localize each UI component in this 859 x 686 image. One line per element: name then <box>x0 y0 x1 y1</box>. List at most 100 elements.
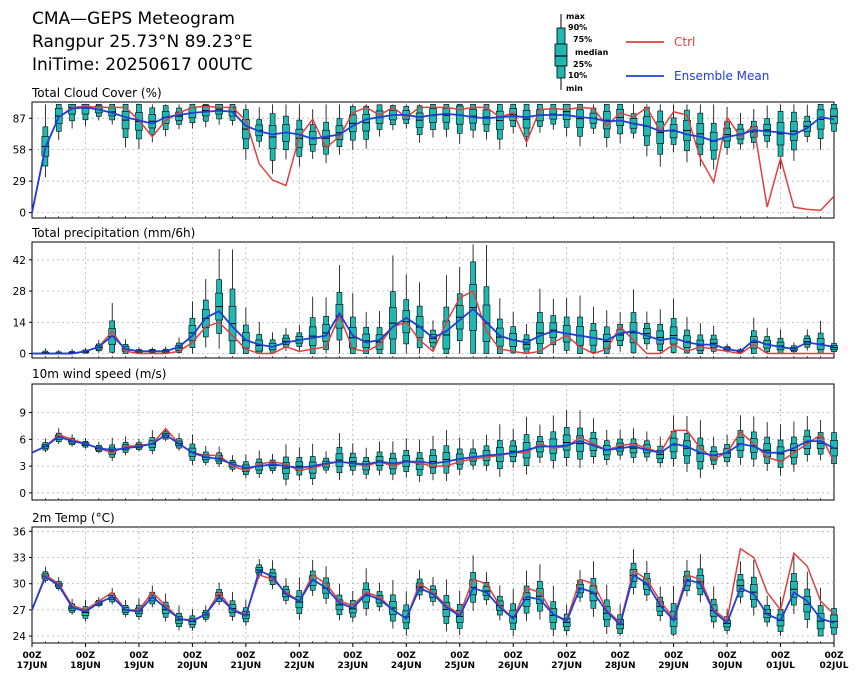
ensemble-box <box>442 104 451 138</box>
ensemble-box <box>308 296 317 354</box>
ensemble-box <box>562 410 571 467</box>
ensemble-box <box>389 579 397 629</box>
ensemble-box <box>816 104 825 150</box>
y-tick-label: 0 <box>19 349 26 361</box>
y-tick-label: 0 <box>19 488 26 500</box>
x-tick-hour: 00Z <box>343 651 363 661</box>
x-tick-hour: 00Z <box>22 651 42 661</box>
x-tick-hour: 00Z <box>129 651 149 661</box>
ensemble-box <box>442 430 451 481</box>
legend-label-6: min <box>566 84 583 93</box>
y-tick-label: 33 <box>13 553 26 565</box>
y-tick-label: 14 <box>13 317 27 329</box>
panel-title-0: Total Cloud Cover (%) <box>31 86 162 100</box>
ensemble-box <box>763 327 771 354</box>
ensemble-box <box>255 321 264 354</box>
ensemble-box <box>335 265 344 354</box>
ensemble-box <box>776 424 785 476</box>
ensemble-box <box>375 104 384 137</box>
x-tick-hour: 00Z <box>611 651 631 661</box>
ensemble-box <box>215 248 223 349</box>
ensemble-box <box>201 278 210 348</box>
ensemble-box <box>509 428 518 468</box>
x-tick-date: 17JUN <box>17 661 48 671</box>
legend-label-4: 25% <box>573 60 592 69</box>
ensemble-box <box>442 275 451 354</box>
ensemble-box <box>816 320 825 354</box>
ensemble-box <box>242 104 250 160</box>
legend-label-0: max <box>566 12 586 21</box>
ensemble-box <box>308 559 317 596</box>
series-ctrl-line <box>31 547 835 625</box>
ensemble-box <box>362 311 370 354</box>
ensemble-box <box>602 429 611 466</box>
legend-box-90 <box>556 27 566 45</box>
x-tick-hour: 00Z <box>290 651 310 661</box>
x-tick-hour: 00Z <box>557 651 577 661</box>
ensemble-box <box>683 316 691 354</box>
ensemble-box <box>308 443 317 486</box>
x-tick-hour: 00Z <box>771 651 791 661</box>
ensemble-box <box>562 297 571 354</box>
ensemble-box <box>389 255 397 354</box>
x-tick-date: 25JUN <box>444 661 475 671</box>
x-tick-date: 21JUN <box>231 661 262 671</box>
ensemble-box <box>429 435 437 481</box>
legend-label-5: 10% <box>568 71 587 80</box>
ensemble-box <box>188 434 197 465</box>
x-axis: 00Z17JUN00Z18JUN00Z19JUN00Z20JUN00Z21JUN… <box>17 216 849 671</box>
ensemble-box <box>803 416 812 462</box>
ensemble-box <box>683 559 691 597</box>
ensemble-box <box>348 104 357 150</box>
ensemble-box <box>348 443 357 476</box>
x-tick-date: 22JUN <box>284 661 315 671</box>
ensemble-box <box>375 441 384 476</box>
ensemble-box <box>683 104 691 163</box>
ensemble-box <box>803 329 812 351</box>
y-tick-label: 24 <box>13 631 27 643</box>
ensemble-box <box>268 104 277 174</box>
ensemble-box <box>375 311 384 354</box>
ensemble-box <box>549 298 558 354</box>
ensemble-box <box>295 447 304 481</box>
x-tick-date: 20JUN <box>177 661 208 671</box>
y-tick-label: 9 <box>19 408 26 420</box>
x-tick-hour: 00Z <box>504 651 524 661</box>
ensemble-box <box>683 416 691 472</box>
ensemble-box <box>736 415 745 465</box>
panels: Total Cloud Cover (%) 0 29 58 87 Total precip… <box>13 86 838 644</box>
ensemble-box <box>709 104 718 170</box>
ensemble-box <box>549 415 558 469</box>
ensemble-box <box>629 428 638 463</box>
series-ctrl-line <box>31 427 835 472</box>
ensemble-box <box>469 439 477 470</box>
ensemble-box <box>522 104 531 147</box>
ensemble-box <box>589 306 598 354</box>
chart-title: CMA—GEPS Meteogram <box>32 9 235 29</box>
ensemble-box <box>776 329 785 354</box>
ensemble-box <box>509 311 518 354</box>
ensemble-box <box>589 418 598 464</box>
panel-title-2: 10m wind speed (m/s) <box>32 367 166 381</box>
ensemble-box <box>763 422 771 471</box>
y-tick-label: 3 <box>19 461 26 473</box>
ensemble-box <box>402 274 411 354</box>
series-ctrl-line <box>32 290 834 355</box>
ensemble-box <box>335 104 344 155</box>
ensemble-box <box>749 560 758 616</box>
x-tick-date: 19JUN <box>124 661 155 671</box>
x-tick-hour: 00Z <box>397 651 417 661</box>
legend: max 90% 75% median 25% 10% min Ctrl Ensemble Mea… <box>554 12 769 93</box>
ensemble-box <box>335 432 344 480</box>
ensemble-box <box>643 311 651 350</box>
ensemble-box <box>576 410 584 469</box>
ensemble-box <box>496 424 504 477</box>
x-tick-hour: 00Z <box>450 651 470 661</box>
ensemble-box <box>415 104 424 143</box>
ensemble-box <box>830 593 838 637</box>
y-tick-label: 27 <box>13 605 26 617</box>
x-tick-date: 02JUL <box>820 661 849 671</box>
legend-label-2: 75% <box>573 35 592 44</box>
ensemble-box <box>255 107 264 148</box>
